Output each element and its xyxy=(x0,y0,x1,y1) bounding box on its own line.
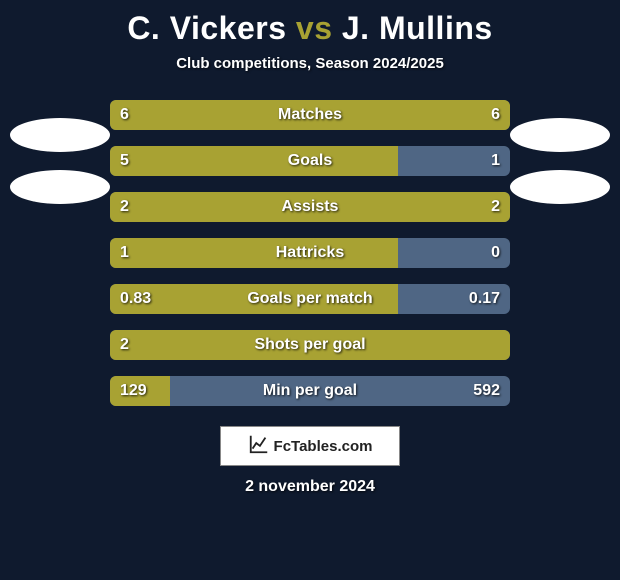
vs-text: vs xyxy=(296,10,333,46)
stat-row: 2Shots per goal xyxy=(0,322,620,368)
bar-left xyxy=(110,192,310,222)
value-right: 2 xyxy=(491,192,500,222)
bar-right xyxy=(310,100,510,130)
logo-text: FcTables.com xyxy=(274,438,373,455)
bar-left xyxy=(110,146,398,176)
bar-track xyxy=(110,330,510,360)
value-left: 2 xyxy=(120,192,129,222)
stat-row: 129592Min per goal xyxy=(0,368,620,414)
subtitle: Club competitions, Season 2024/2025 xyxy=(0,55,620,72)
player2-name: J. Mullins xyxy=(342,10,493,46)
player-oval xyxy=(10,118,110,152)
value-right: 592 xyxy=(473,376,500,406)
stat-row: 0.830.17Goals per match xyxy=(0,276,620,322)
player-oval xyxy=(510,170,610,204)
value-right: 1 xyxy=(491,146,500,176)
bar-left xyxy=(110,330,510,360)
value-right: 0.17 xyxy=(469,284,500,314)
bar-track xyxy=(110,284,510,314)
value-left: 0.83 xyxy=(120,284,151,314)
bar-track xyxy=(110,100,510,130)
bar-track xyxy=(110,146,510,176)
bar-track xyxy=(110,238,510,268)
bar-right xyxy=(310,192,510,222)
bar-left xyxy=(110,284,398,314)
chart-icon xyxy=(248,433,270,460)
comparison-title: C. Vickers vs J. Mullins xyxy=(0,0,620,47)
value-right: 6 xyxy=(491,100,500,130)
player-oval xyxy=(510,118,610,152)
value-left: 2 xyxy=(120,330,129,360)
value-left: 5 xyxy=(120,146,129,176)
value-left: 1 xyxy=(120,238,129,268)
player-oval xyxy=(10,170,110,204)
bar-left xyxy=(110,238,398,268)
bar-track xyxy=(110,192,510,222)
fctables-logo: FcTables.com xyxy=(220,426,400,466)
value-left: 6 xyxy=(120,100,129,130)
value-right: 0 xyxy=(491,238,500,268)
value-left: 129 xyxy=(120,376,147,406)
bar-track xyxy=(110,376,510,406)
player1-name: C. Vickers xyxy=(127,10,286,46)
stat-row: 10Hattricks xyxy=(0,230,620,276)
date-text: 2 november 2024 xyxy=(0,478,620,496)
bar-left xyxy=(110,100,310,130)
